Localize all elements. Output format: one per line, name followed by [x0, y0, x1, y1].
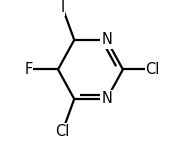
- Text: I: I: [60, 0, 65, 15]
- Text: N: N: [101, 91, 112, 106]
- Text: N: N: [101, 32, 112, 47]
- Text: Cl: Cl: [145, 62, 160, 77]
- Text: F: F: [24, 62, 33, 77]
- Text: Cl: Cl: [55, 124, 70, 139]
